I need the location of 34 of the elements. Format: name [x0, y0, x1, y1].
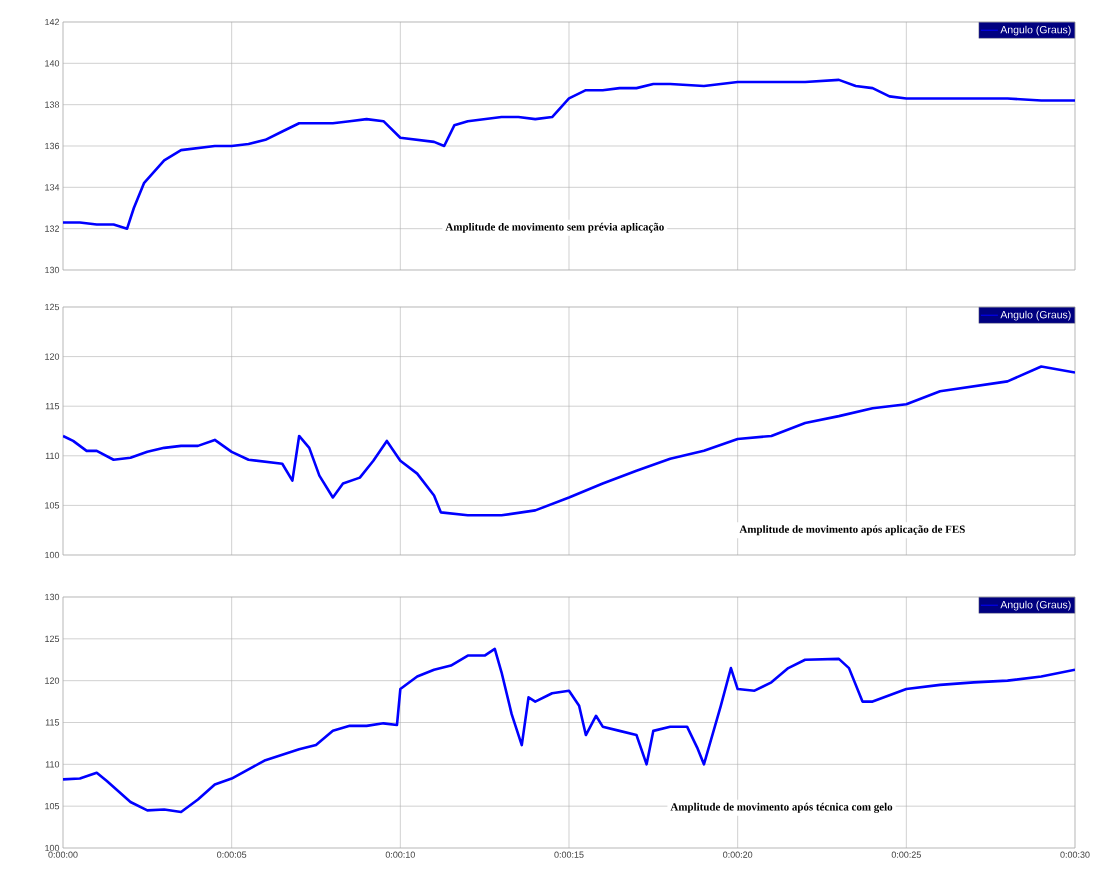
- legend-label: Angulo (Graus): [1000, 310, 1071, 321]
- y-tick-label: 140: [45, 60, 60, 67]
- x-tick-label: 0:00:20: [723, 851, 753, 858]
- annotation: Amplitude de movimento após aplicação de FES: [739, 525, 965, 536]
- y-tick-label: 138: [45, 101, 60, 108]
- y-tick-label: 132: [45, 225, 60, 232]
- y-tick-label: 125: [45, 303, 60, 311]
- x-tick-label: 0:00:00: [48, 851, 78, 858]
- x-tick-label: 0:00:05: [217, 851, 247, 858]
- y-tick-label: 120: [45, 353, 60, 360]
- y-tick-label: 100: [45, 844, 60, 852]
- annotation: Amplitude de movimento sem prévia aplicação: [445, 222, 664, 233]
- y-tick-label: 120: [45, 677, 60, 684]
- legend-label: Angulo (Graus): [1000, 600, 1071, 611]
- y-tick-label: 130: [45, 266, 60, 274]
- y-tick-label: 110: [45, 761, 60, 768]
- x-tick-label: 0:00:25: [891, 851, 921, 858]
- y-tick-label: 125: [45, 635, 60, 643]
- line-series: [63, 647, 1075, 814]
- x-tick-label: 0:00:30: [1060, 851, 1090, 858]
- y-tick-label: 134: [45, 184, 60, 191]
- x-tick-label: 0:00:10: [385, 851, 415, 858]
- y-tick-label: 105: [45, 802, 60, 810]
- y-tick-label: 130: [45, 593, 60, 601]
- x-tick-label: 0:00:15: [554, 851, 584, 858]
- y-tick-label: 115: [45, 719, 60, 726]
- y-tick-label: 110: [45, 452, 60, 459]
- y-tick-label: 142: [45, 18, 60, 26]
- y-tick-label: 105: [45, 502, 60, 509]
- y-tick-label: 100: [45, 551, 60, 559]
- y-tick-label: 136: [45, 142, 60, 150]
- annotation: Amplitude de movimento após técnica com gelo: [670, 802, 893, 813]
- legend-label: Angulo (Graus): [1000, 25, 1071, 36]
- y-tick-label: 115: [45, 403, 60, 410]
